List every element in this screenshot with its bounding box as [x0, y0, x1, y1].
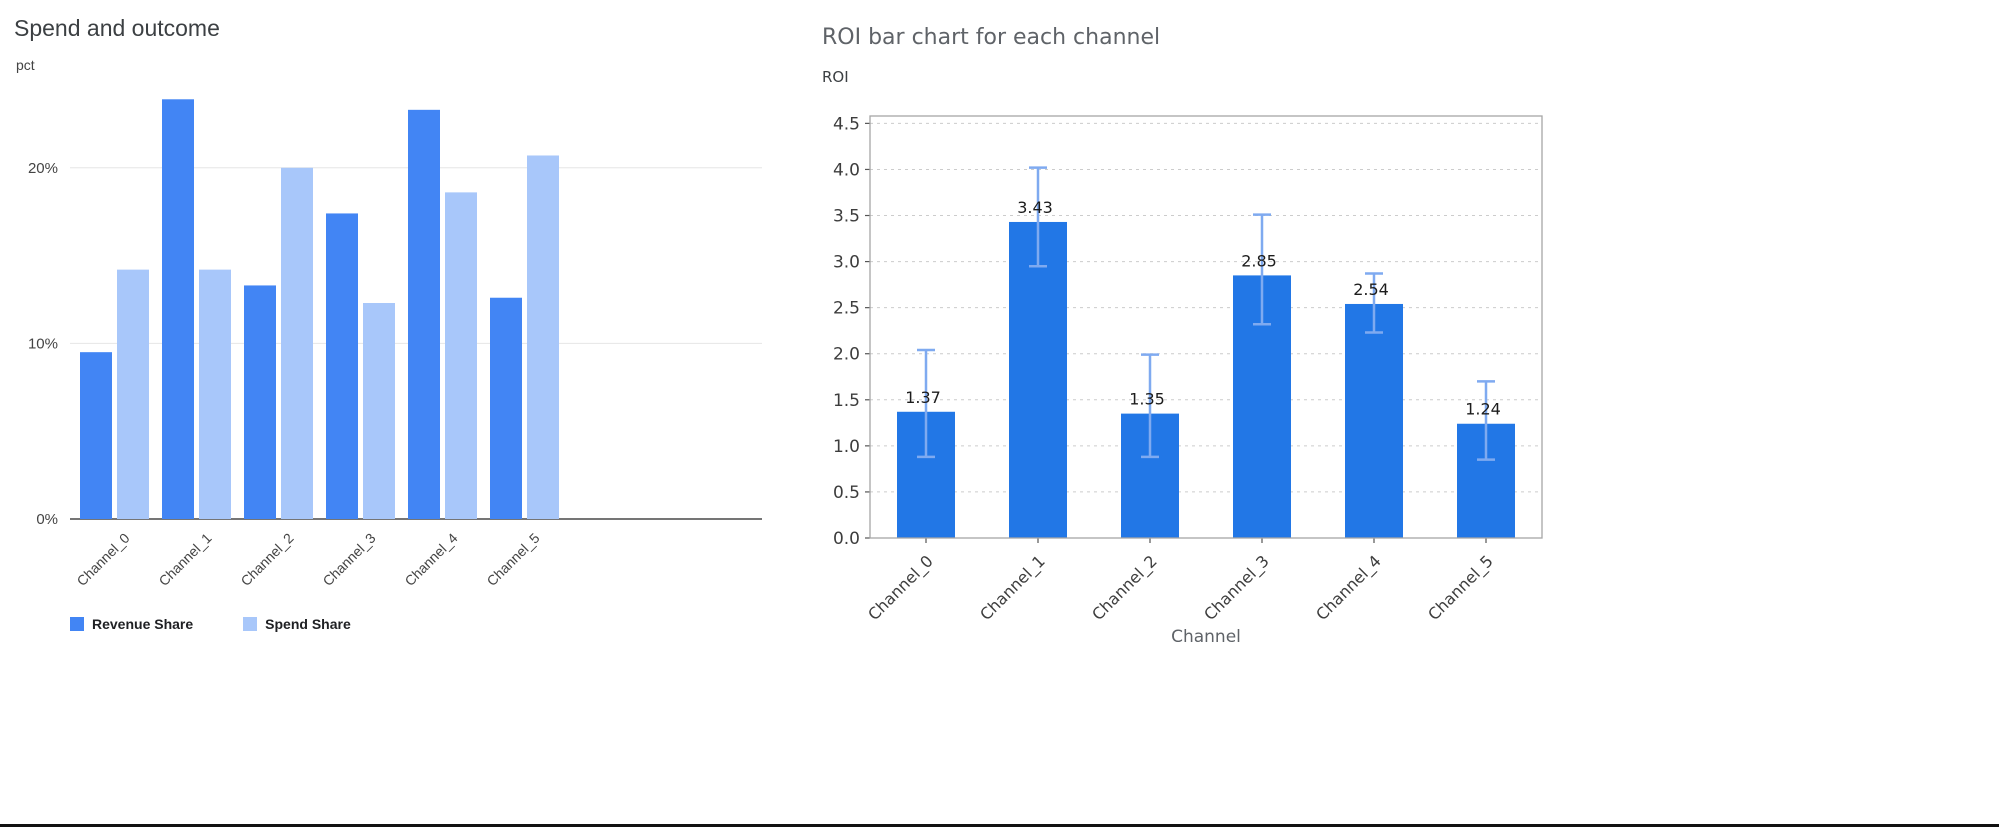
x-category-label: Channel_4 — [1312, 551, 1385, 624]
y-tick-label: 3.0 — [833, 252, 860, 272]
roi-chart: 0.0 0.5 1.0 1.5 2.0 2.5 3.0 3.5 4.0 4.5 1.37 Channe… — [833, 114, 1543, 647]
x-category-label: Channel_1 — [976, 551, 1049, 624]
y-tick-label: 1.0 — [833, 436, 860, 456]
bar-revenue-share — [490, 297, 522, 519]
y-tick-label: 3.5 — [833, 206, 860, 226]
spend-outcome-chart: 0% 10% 20% Channel_0 Channel_1 Channel_2 Chann… — [28, 99, 762, 589]
bar-spend-share — [445, 192, 477, 519]
bar-spend-share — [117, 269, 149, 519]
legend-label: Spend Share — [265, 615, 351, 632]
bar-revenue-share — [244, 285, 276, 519]
bottom-divider — [0, 824, 1999, 827]
roi-y-axis-title: ROI — [822, 67, 849, 86]
x-category-label: Channel_5 — [1424, 551, 1497, 624]
x-category-label: Channel_3 — [319, 529, 378, 588]
plot-border — [869, 114, 1543, 539]
bar-value-label: 2.85 — [1241, 251, 1277, 270]
legend-swatch — [243, 616, 258, 631]
bar-spend-share — [199, 269, 231, 519]
legend: Revenue Share Spend Share — [70, 616, 814, 632]
y-tick-label: 2.5 — [833, 298, 860, 318]
y-tick-label: 0.5 — [833, 482, 860, 502]
x-category-label: Channel_2 — [1088, 551, 1161, 624]
bar-spend-share — [527, 155, 559, 519]
spend-outcome-title: Spend and outcome — [14, 15, 220, 41]
bar-revenue-share — [162, 99, 194, 519]
x-category-label: Channel_2 — [237, 529, 296, 588]
legend-swatch — [70, 616, 84, 631]
y-tick-label: 1.5 — [833, 390, 860, 410]
x-category-label: Channel_3 — [1200, 551, 1273, 624]
bar-value-label: 2.54 — [1353, 279, 1389, 298]
y-tick-label: 0% — [36, 511, 58, 528]
roi-title: ROI bar chart for each channel — [822, 25, 1161, 50]
roi-bar — [1345, 303, 1403, 538]
y-tick-label: 2.0 — [833, 344, 860, 364]
bar-value-label: 3.43 — [1017, 197, 1053, 216]
x-category-label: Channel_5 — [483, 529, 542, 588]
x-category-label: Channel_0 — [73, 529, 132, 588]
spend-outcome-panel: Spend and outcome pct 0% 10% 20% Channel_0 C… — [14, 10, 814, 632]
y-tick-label: 4.5 — [833, 114, 860, 134]
legend-item: Revenue Share — [70, 616, 193, 632]
x-category-label: Channel_1 — [155, 529, 214, 588]
bar-value-label: 1.37 — [905, 387, 941, 406]
bar-value-label: 1.24 — [1465, 399, 1501, 418]
y-tick-label: 20% — [28, 160, 58, 177]
bar-revenue-share — [80, 351, 112, 519]
y-tick-label: 4.0 — [833, 160, 860, 180]
y-tick-label: 0.0 — [833, 529, 860, 549]
legend-item: Spend Share — [243, 616, 351, 632]
bar-revenue-share — [326, 213, 358, 519]
roi-bar — [1009, 221, 1067, 538]
x-axis-title: Channel — [1171, 627, 1241, 647]
spend-outcome-y-axis-title: pct — [16, 56, 35, 73]
roi-panel: ROI bar chart for each channel ROI 0.0 0.… — [820, 18, 1610, 655]
x-category-label: Channel_0 — [864, 551, 937, 624]
bar-spend-share — [363, 302, 395, 519]
bar-revenue-share — [408, 109, 440, 519]
x-category-label: Channel_4 — [401, 529, 460, 588]
bar-value-label: 1.35 — [1129, 389, 1165, 408]
bar-spend-share — [281, 167, 313, 519]
legend-label: Revenue Share — [92, 615, 194, 632]
y-tick-label: 10% — [28, 335, 58, 352]
